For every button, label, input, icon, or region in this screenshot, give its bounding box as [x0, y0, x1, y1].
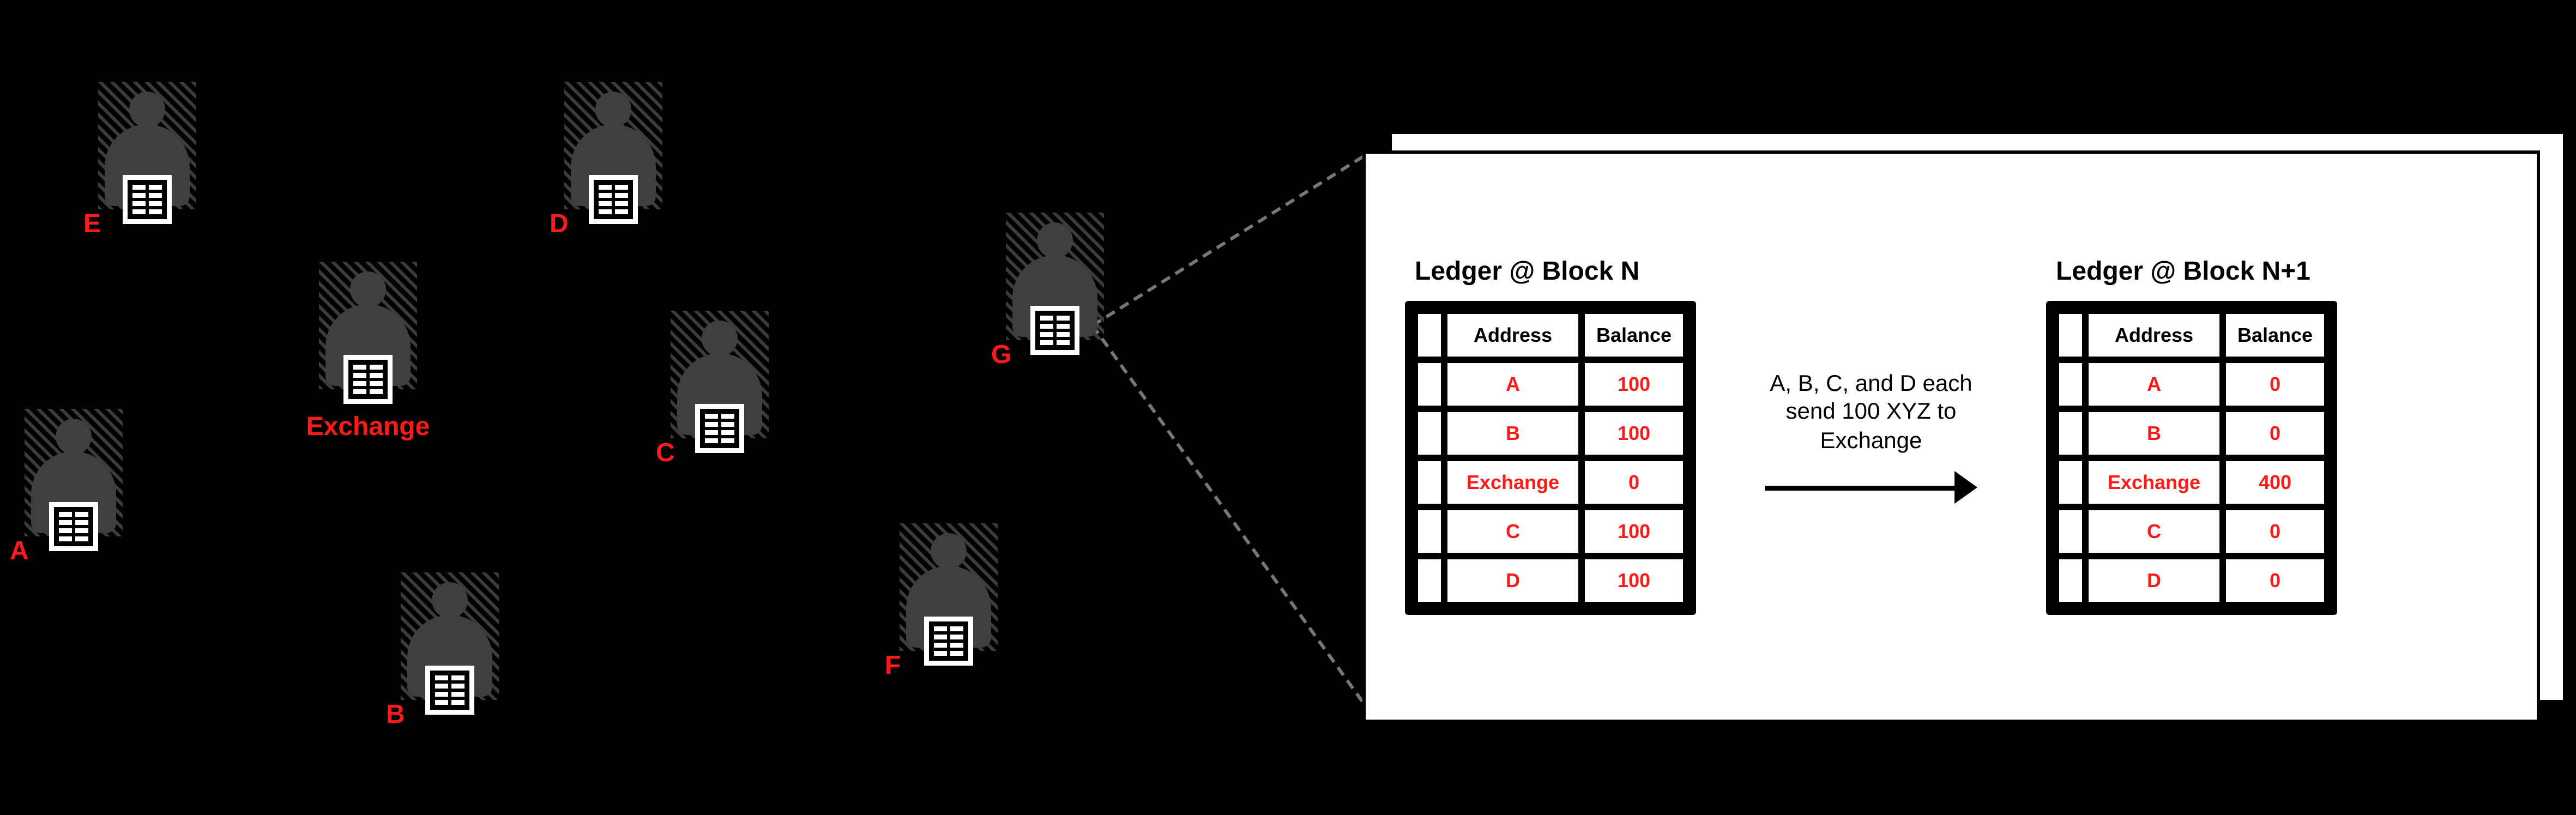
node-label: E: [83, 211, 101, 240]
cell-balance: 100: [1585, 559, 1683, 602]
ledger-icon: [589, 175, 638, 224]
cell-address: B: [1447, 412, 1578, 455]
col-header: Balance: [1585, 314, 1683, 357]
network-node-g: G: [998, 213, 1112, 368]
ledger-icon: [924, 617, 973, 666]
network-node-f: F: [891, 523, 1006, 679]
cell-address: C: [2089, 510, 2219, 553]
network-node-e: E: [90, 82, 204, 237]
network-node-c: C: [662, 311, 777, 466]
row-stub: [1418, 412, 1441, 455]
node-label: B: [386, 702, 405, 731]
cell-balance: 100: [1585, 363, 1683, 406]
node-label: D: [550, 211, 569, 240]
row-stub: [1418, 559, 1441, 602]
ledger-icon: [1030, 306, 1079, 355]
cell-balance: 0: [2226, 363, 2324, 406]
ledger-table: AddressBalanceA100B100Exchange0C100D100: [1405, 301, 1696, 615]
cell-address: D: [2089, 559, 2219, 602]
cell-address: B: [2089, 412, 2219, 455]
node-label: G: [991, 342, 1011, 371]
detail-panel: Ledger @ Block NAddressBalanceA100B100Ex…: [1362, 150, 2540, 723]
cell-balance: 0: [2226, 510, 2324, 553]
node-label: Exchange: [306, 414, 430, 443]
node-label: F: [885, 653, 901, 682]
cell-balance: 100: [1585, 412, 1683, 455]
network-node-d: D: [556, 82, 671, 237]
cell-address: A: [2089, 363, 2219, 406]
ledger-title: Ledger @ Block N: [1415, 258, 1639, 288]
cell-address: Exchange: [2089, 461, 2219, 504]
cell-address: Exchange: [1447, 461, 1578, 504]
ledger-table: AddressBalanceA0B0Exchange400C0D0: [2046, 301, 2337, 615]
callout-line: [1091, 155, 1363, 327]
row-stub: [2059, 363, 2082, 406]
row-stub: [1418, 363, 1441, 406]
row-stub: [2059, 559, 2082, 602]
ledger-icon: [425, 666, 474, 715]
cell-balance: 0: [2226, 559, 2324, 602]
cell-address: D: [1447, 559, 1578, 602]
ledger-icon: [695, 404, 744, 453]
node-label: C: [656, 440, 675, 469]
row-stub: [1418, 461, 1441, 504]
cell-address: A: [1447, 363, 1578, 406]
network-node-b: B: [393, 572, 507, 728]
ledger-block-after: Ledger @ Block N+1AddressBalanceA0B0Exch…: [2046, 258, 2337, 615]
ledger-title: Ledger @ Block N+1: [2056, 258, 2310, 288]
callout-line: [1091, 324, 1364, 702]
col-header: Address: [2089, 314, 2219, 357]
ledger-icon: [49, 502, 98, 551]
cell-balance: 0: [1585, 461, 1683, 504]
cell-balance: 100: [1585, 510, 1683, 553]
col-header: Balance: [2226, 314, 2324, 357]
cell-balance: 400: [2226, 461, 2324, 504]
cell-balance: 0: [2226, 412, 2324, 455]
row-stub: [1418, 510, 1441, 553]
node-label: A: [10, 538, 29, 568]
transition: A, B, C, and D eachsend 100 XYZ toExchan…: [1732, 369, 2010, 504]
ledger-block-before: Ledger @ Block NAddressBalanceA100B100Ex…: [1405, 258, 1696, 615]
arrow-right-icon: [1765, 472, 1977, 504]
ledger-icon: [123, 175, 172, 224]
network-node-exchange: Exchange: [311, 262, 425, 417]
row-stub: [2059, 510, 2082, 553]
transition-text: A, B, C, and D eachsend 100 XYZ toExchan…: [1770, 369, 1972, 455]
cell-address: C: [1447, 510, 1578, 553]
row-stub: [2059, 412, 2082, 455]
row-stub: [2059, 461, 2082, 504]
network-node-a: A: [16, 409, 131, 564]
ledger-icon: [343, 355, 393, 404]
col-header: Address: [1447, 314, 1578, 357]
